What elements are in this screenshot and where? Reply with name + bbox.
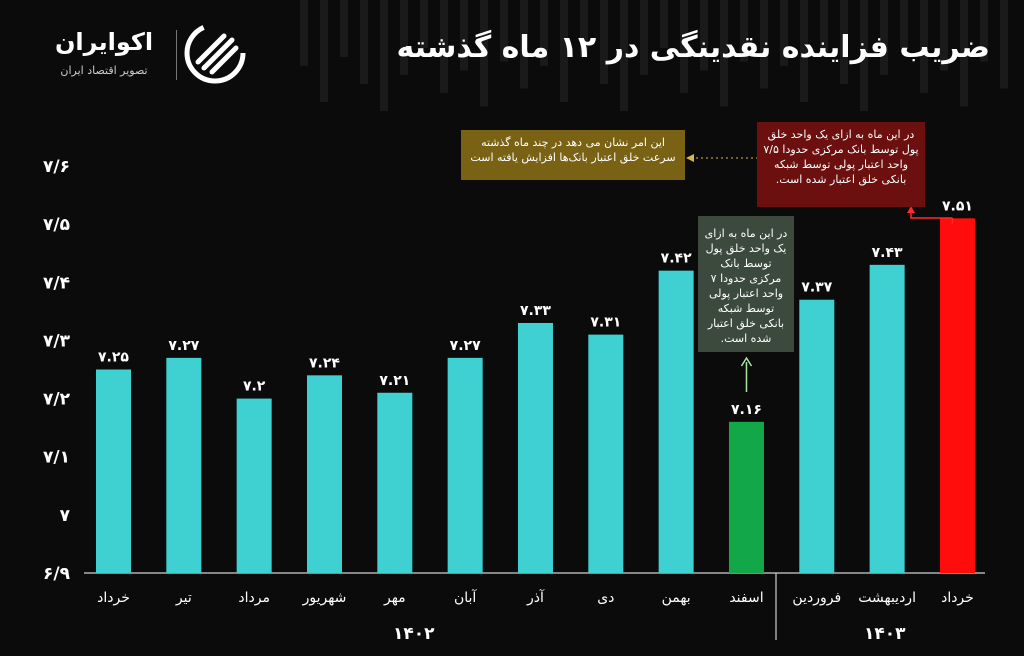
bar-value-label: ۷.۳۱ bbox=[590, 315, 621, 331]
bar-value-label: ۷.۱۶ bbox=[731, 402, 762, 418]
brand-name: اکوایران bbox=[54, 28, 154, 56]
bg-deco-bar bbox=[940, 0, 948, 71]
bg-deco-bar bbox=[480, 0, 488, 107]
x-tick-label: آذر bbox=[526, 589, 545, 606]
bar bbox=[377, 392, 413, 573]
y-tick-label: ۷/۵ bbox=[43, 215, 70, 235]
brand-tagline: تصویر اقتصاد ایران bbox=[60, 64, 148, 77]
bg-deco-bar bbox=[360, 0, 368, 84]
bg-deco-bar bbox=[980, 0, 988, 62]
bar bbox=[588, 334, 624, 573]
bar-value-label: ۷.۴۲ bbox=[661, 251, 692, 267]
bg-deco-bar bbox=[760, 0, 768, 89]
bar bbox=[799, 299, 835, 573]
bar-value-label: ۷.۲ bbox=[243, 379, 266, 395]
x-tick-label: آبان bbox=[454, 589, 477, 606]
bg-deco-bar bbox=[1000, 0, 1008, 89]
bg-deco-bar bbox=[620, 0, 628, 111]
bg-deco-bar bbox=[640, 0, 648, 75]
bg-deco-bar bbox=[660, 0, 668, 48]
bg-deco-bar bbox=[460, 0, 468, 71]
x-tick-label: خرداد bbox=[941, 590, 974, 606]
y-tick-label: ۷/۱ bbox=[43, 448, 70, 468]
brand-logo: اکوایران تصویر اقتصاد ایران bbox=[36, 22, 246, 92]
y-tick-label: ۷/۲ bbox=[43, 390, 71, 410]
annotation-red: در این ماه به ازای یک واحد خلق پول توسط … bbox=[757, 122, 925, 207]
bg-deco-bar bbox=[680, 0, 688, 93]
bar bbox=[939, 218, 975, 574]
chart-title: ضریب فزاینده نقدینگی در ۱۲ ماه گذشته bbox=[396, 30, 990, 65]
bg-deco-bar bbox=[960, 0, 968, 107]
bar-value-label: ۷.۲۷ bbox=[168, 338, 199, 354]
bar bbox=[166, 357, 202, 573]
bar-value-label: ۷.۲۱ bbox=[379, 373, 410, 389]
year-label-1402: ۱۴۰۲ bbox=[393, 624, 435, 644]
bg-deco-bar bbox=[860, 0, 868, 111]
bg-deco-bar bbox=[920, 0, 928, 93]
bg-deco-bar bbox=[560, 0, 568, 102]
x-tick-label: دی bbox=[597, 590, 614, 606]
x-tick-label: خرداد bbox=[97, 590, 130, 606]
x-tick-label: مهر bbox=[383, 590, 406, 606]
bg-deco-bar bbox=[780, 0, 788, 66]
bar-value-label: ۷.۴۳ bbox=[872, 245, 903, 261]
bg-deco-bar bbox=[440, 0, 448, 93]
bar bbox=[869, 264, 905, 573]
bg-deco-bar bbox=[520, 0, 528, 89]
y-tick-label: ۷/۳ bbox=[43, 331, 71, 351]
bg-deco-bar bbox=[500, 0, 508, 62]
bar bbox=[658, 270, 694, 573]
bg-deco-bar bbox=[740, 0, 748, 62]
x-tick-label: مرداد bbox=[238, 590, 270, 606]
bar bbox=[517, 322, 553, 573]
x-tick-label: شهریور bbox=[302, 590, 347, 606]
bg-deco-bar bbox=[720, 0, 728, 107]
bg-deco-bar bbox=[420, 0, 428, 48]
bg-deco-bar bbox=[700, 0, 708, 71]
x-tick-label: تیر bbox=[175, 590, 192, 606]
y-tick-label: ۷ bbox=[60, 506, 71, 526]
bg-deco-bar bbox=[400, 0, 408, 75]
bar-value-label: ۷.۵۱ bbox=[942, 198, 973, 214]
red-arrow-icon bbox=[907, 206, 915, 213]
bg-deco-bar bbox=[320, 0, 328, 102]
bar bbox=[306, 375, 342, 573]
bg-deco-bar bbox=[800, 0, 808, 102]
bg-deco-bar bbox=[600, 0, 608, 84]
annotation-gold: این امر نشان می دهد در چند ماه گذشته سرع… bbox=[461, 130, 685, 180]
bg-deco-bar bbox=[300, 0, 308, 66]
bg-deco-bar bbox=[840, 0, 848, 84]
bar-value-label: ۷.۳۳ bbox=[520, 303, 551, 319]
logo-divider bbox=[176, 30, 177, 80]
bar-value-label: ۷.۲۵ bbox=[98, 350, 129, 366]
bar-value-label: ۷.۲۷ bbox=[450, 338, 481, 354]
year-label-1403: ۱۴۰۳ bbox=[864, 624, 906, 644]
bg-deco-bar bbox=[820, 0, 828, 57]
bar bbox=[728, 421, 764, 573]
ecoiran-logo-icon bbox=[184, 22, 246, 84]
bg-deco-bar bbox=[340, 0, 348, 57]
bar-value-label: ۷.۳۷ bbox=[801, 280, 832, 296]
x-tick-label: بهمن bbox=[662, 590, 691, 606]
x-tick-label: اسفند bbox=[729, 590, 763, 606]
gold-arrow-icon bbox=[686, 154, 694, 162]
x-tick-label: اردیبهشت bbox=[858, 590, 916, 606]
bar-value-label: ۷.۲۴ bbox=[309, 355, 340, 371]
y-tick-label: ۷/۶ bbox=[43, 157, 70, 177]
annotation-gray: در این ماه به ازای یک واحد خلق پول توسط … bbox=[698, 216, 794, 352]
y-tick-label: ۷/۴ bbox=[43, 273, 70, 293]
bar bbox=[236, 398, 272, 573]
y-tick-label: ۶/۹ bbox=[43, 564, 71, 584]
bg-deco-bar bbox=[900, 0, 908, 48]
bg-deco-bar bbox=[540, 0, 548, 66]
x-tick-label: فروردین bbox=[792, 590, 841, 606]
bar bbox=[447, 357, 483, 573]
bg-deco-bar bbox=[580, 0, 588, 57]
bg-deco-bar bbox=[380, 0, 388, 111]
bg-deco-bar bbox=[880, 0, 888, 75]
bar bbox=[96, 369, 131, 573]
up-arrow-icon bbox=[740, 356, 753, 367]
